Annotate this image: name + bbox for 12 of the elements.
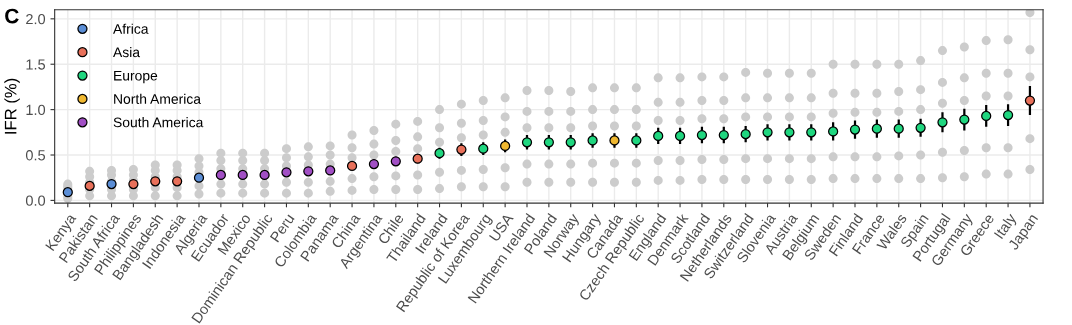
legend-label: Europe	[114, 70, 158, 84]
y-tick-label: 1.0	[26, 104, 46, 116]
legend-label: North America	[114, 93, 201, 104]
legend-label: South America	[113, 117, 204, 128]
y-tick-label: 1.5	[26, 59, 46, 70]
y-axis-title: IFR (%)	[4, 78, 20, 134]
legend-label: Africa	[113, 23, 149, 34]
chart-title: C	[5, 8, 19, 24]
y-tick-label: 0.5	[25, 150, 46, 161]
y-tick-label: 2.0	[26, 13, 46, 25]
y-tick-label: 0.0	[25, 195, 46, 206]
legend-label: Asia	[113, 47, 141, 58]
